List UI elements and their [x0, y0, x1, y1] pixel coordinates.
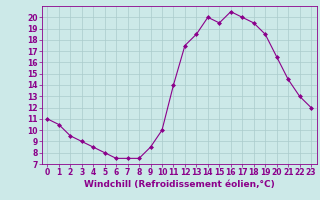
X-axis label: Windchill (Refroidissement éolien,°C): Windchill (Refroidissement éolien,°C)	[84, 180, 275, 189]
